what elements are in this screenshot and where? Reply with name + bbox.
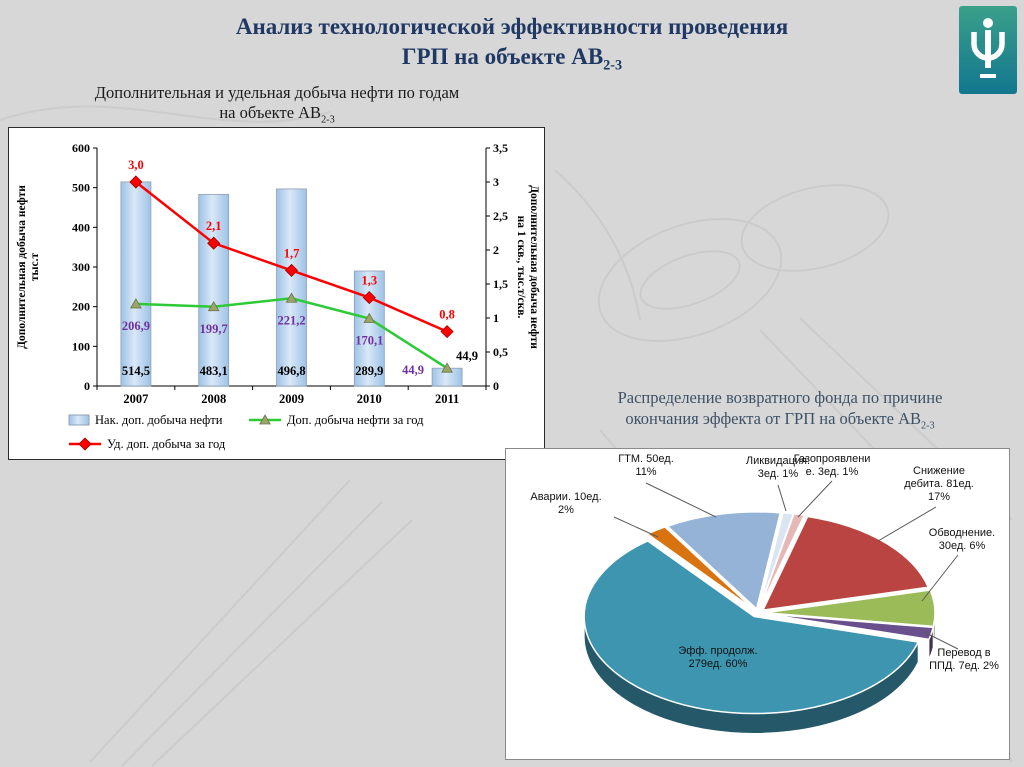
combo-chart-canvas: 0 100 200 300 400 500 600 0 0,5 1 1,5 2 2,5 3 3,5 2007 2… (16, 141, 540, 451)
svg-text:3: 3 (493, 175, 499, 189)
pie-callout-line (797, 480, 833, 518)
diamond-marker (284, 263, 299, 277)
svg-text:44,9: 44,9 (456, 349, 478, 363)
svg-text:44,9: 44,9 (402, 363, 424, 377)
combo-caption-subscript: 2-3 (321, 114, 335, 126)
svg-text:0: 0 (84, 379, 90, 393)
svg-text:500: 500 (72, 181, 90, 195)
pie-callout-line (777, 484, 787, 512)
pie-slice (761, 515, 930, 612)
pie-slice-label: Перевод в ППД. 7ед. 2% (929, 647, 999, 673)
svg-text:300: 300 (72, 260, 90, 274)
page-title-subscript: 2-3 (603, 57, 623, 74)
pie-slice (666, 511, 782, 611)
pie-slice (583, 540, 920, 715)
legend-swatch-bar (68, 414, 90, 426)
pie-chart-caption-line2: окончания эффекта от ГРП на объекте АВ2-… (625, 408, 935, 431)
svg-text:0,8: 0,8 (439, 308, 455, 322)
svg-text:2009: 2009 (279, 392, 304, 406)
combo-chart: 0 100 200 300 400 500 600 0 0,5 1 1,5 2 2,5 3 3,5 2007 2… (8, 127, 545, 460)
bar (353, 270, 385, 387)
pie-caption-subscript: 2-3 (921, 419, 935, 431)
pie-slice (646, 526, 755, 611)
pie-callout-line (645, 482, 717, 518)
pie-slice-label: Эфф. продолж. 279ед. 60% (678, 645, 758, 671)
svg-text:199,7: 199,7 (200, 322, 228, 336)
combo-chart-caption-line1: Дополнительная и удельная добыча нефти п… (94, 83, 460, 102)
svg-text:170,1: 170,1 (355, 334, 383, 348)
triangle-marker (441, 362, 453, 373)
svg-text:0: 0 (493, 379, 499, 393)
triangle-marker (285, 292, 298, 303)
svg-text:2,5: 2,5 (493, 209, 508, 223)
triangle-marker (207, 300, 220, 312)
pie-chart-caption: Распределение возвратного фонда по причи… (548, 388, 1012, 433)
svg-text:1,3: 1,3 (361, 274, 377, 288)
page-title-line2: ГРП на объекте АВ2-3 (401, 43, 623, 74)
svg-text:496,8: 496,8 (277, 364, 305, 378)
svg-text:Нак. доп. добыча нефти: Нак. доп. добыча нефти (95, 413, 223, 427)
university-logo (959, 6, 1017, 99)
svg-text:400: 400 (72, 220, 90, 234)
svg-text:0,5: 0,5 (493, 345, 508, 359)
svg-text:Уд. доп. добыча за год: Уд. доп. добыча за год (107, 437, 226, 451)
pie-slice-label: ГТМ. 50ед. 11% (618, 453, 674, 479)
page-title: Анализ технологической эффективности про… (0, 12, 1024, 75)
svg-text:206,9: 206,9 (122, 319, 150, 333)
bar (276, 188, 307, 387)
diamond-marker (129, 175, 143, 189)
svg-text:289,9: 289,9 (355, 364, 383, 378)
triangle-marker (130, 298, 142, 309)
pie-chart-canvas (583, 480, 959, 734)
pie-chart-caption-line1: Распределение возвратного фонда по причи… (617, 388, 943, 407)
pie-callout-line (613, 516, 659, 538)
svg-text:1,5: 1,5 (493, 277, 508, 291)
diamond-marker (207, 236, 221, 250)
svg-text:2007: 2007 (123, 392, 148, 406)
pie-slice-label: Обводнение. 30ед. 6% (928, 527, 996, 553)
svg-text:3,5: 3,5 (493, 141, 508, 155)
bar (120, 181, 152, 387)
svg-text:Доп. добыча нефти за год: Доп. добыча нефти за год (287, 413, 424, 427)
svg-text:514,5: 514,5 (122, 364, 150, 378)
svg-text:2010: 2010 (357, 392, 382, 406)
combo-chart-caption-line2: на объекте АВ2-3 (219, 102, 335, 126)
pie-labels: Ликвидация. 3ед. 1% Газопроявлени е. 3ед. 1… (506, 449, 1009, 759)
svg-text:2,1: 2,1 (206, 219, 222, 233)
svg-text:1: 1 (493, 311, 499, 325)
page-title-line1: Анализ технологической эффективности про… (235, 14, 789, 39)
svg-text:1,7: 1,7 (284, 246, 300, 260)
svg-text:2008: 2008 (201, 392, 226, 406)
pie-slice-label: Аварии. 10ед. 2% (530, 491, 602, 517)
pie-slice (758, 513, 806, 610)
pie-chart: Ликвидация. 3ед. 1% Газопроявлени е. 3ед. 1… (505, 448, 1010, 760)
university-logo-graphic (959, 6, 1017, 94)
svg-text:221,2: 221,2 (277, 313, 305, 327)
pie-slice-label: Ликвидация. 3ед. 1% (745, 455, 811, 481)
svg-text:483,1: 483,1 (200, 364, 228, 378)
pie-slice (764, 613, 935, 641)
diamond-marker (440, 325, 454, 339)
svg-text:3,0: 3,0 (128, 158, 144, 172)
bar (198, 193, 230, 387)
pie-callout-line (877, 506, 937, 542)
right-axis-title: Дополнительная добыча нефтина 1 скв., ты… (515, 185, 540, 349)
svg-text:100: 100 (72, 339, 90, 353)
triangle-marker (363, 312, 376, 323)
combo-chart-caption: Дополнительная и удельная добыча нефти п… (8, 83, 546, 126)
svg-text:2011: 2011 (435, 392, 459, 406)
svg-text:2: 2 (493, 243, 499, 257)
svg-text:600: 600 (72, 141, 90, 155)
pie-slice-label: Газопроявлени е. 3ед. 1% (793, 453, 871, 479)
left-axis-title: Дополнительная добыча нефтитыс.т (16, 185, 41, 349)
pie-callout-line (921, 554, 959, 602)
pie-slice-label: Снижение дебита. 81ед. 17% (904, 465, 974, 504)
diamond-marker (362, 291, 376, 305)
pie-callout-line (925, 632, 959, 650)
svg-text:200: 200 (72, 300, 90, 314)
